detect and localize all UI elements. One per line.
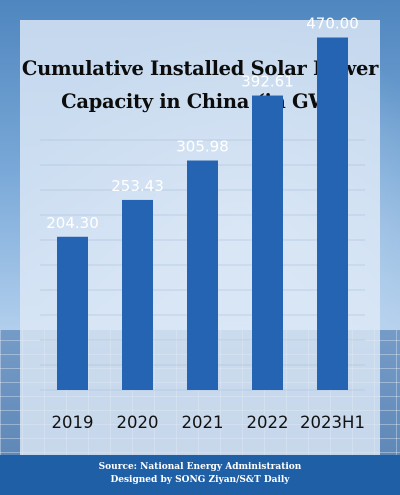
value-label-2023h1: 470.00 <box>306 15 359 33</box>
value-labels: 204.30 253.43 305.98 392.61 470.00 <box>46 15 359 232</box>
source-credit: Source: National Energy Administration D… <box>0 461 400 487</box>
bar-2021 <box>187 160 218 390</box>
credit-line: Designed by SONG Ziyan/S&T Daily <box>110 475 290 485</box>
bars <box>57 37 348 390</box>
x-tick-2019: 2019 <box>52 413 94 432</box>
bar-2019 <box>57 236 88 390</box>
x-tick-2022: 2022 <box>247 413 289 432</box>
value-label-2020: 253.43 <box>111 177 164 195</box>
footer-bar <box>0 455 400 495</box>
value-label-2021: 305.98 <box>176 138 229 156</box>
value-label-2022: 392.61 <box>241 73 294 91</box>
x-tick-2020: 2020 <box>117 413 159 432</box>
bar-2022 <box>252 95 283 390</box>
value-label-2019: 204.30 <box>46 214 99 232</box>
x-tick-2023h1: 2023H1 <box>300 413 365 432</box>
bar-2020 <box>122 199 153 390</box>
x-tick-2021: 2021 <box>182 413 224 432</box>
x-tick-labels: 2019 2020 2021 2022 2023H1 <box>52 413 365 432</box>
bar-2023h1 <box>317 37 348 390</box>
source-line: Source: National Energy Administration <box>98 462 302 472</box>
